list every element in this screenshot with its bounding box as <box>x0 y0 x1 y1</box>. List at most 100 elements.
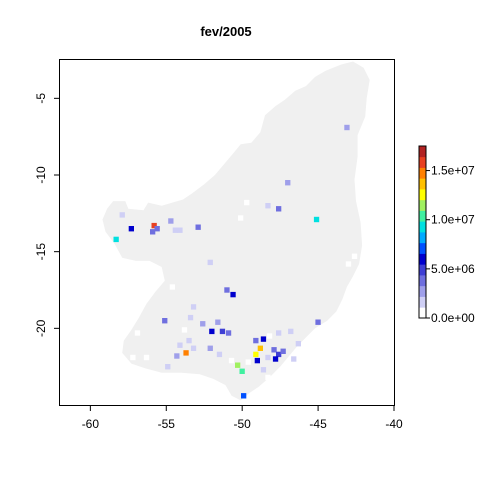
data-cell <box>276 351 282 358</box>
data-cell <box>265 374 271 381</box>
legend-tick-label: 1.5e+07 <box>431 164 475 178</box>
data-cell <box>225 330 232 336</box>
data-cell <box>174 353 180 359</box>
legend-color-step <box>419 275 426 287</box>
region-area <box>102 61 370 401</box>
data-cell <box>288 328 294 335</box>
data-cell <box>186 337 192 344</box>
data-cell <box>143 354 150 361</box>
data-cell <box>285 180 291 186</box>
x-tick-label: -40 <box>385 417 403 431</box>
data-cell <box>165 364 171 370</box>
data-cell <box>345 261 352 267</box>
x-tick-label: -60 <box>82 417 100 431</box>
data-cell <box>238 215 244 221</box>
data-cell <box>207 259 213 266</box>
legend-color-step <box>419 242 426 254</box>
data-cell <box>190 345 197 351</box>
legend-color-step <box>419 210 426 222</box>
data-cell <box>228 357 235 364</box>
data-cell <box>241 393 247 399</box>
data-cell <box>154 226 160 232</box>
data-cell <box>244 199 250 206</box>
legend-color-step <box>419 307 426 319</box>
legend-color-step <box>419 285 426 297</box>
data-cell <box>351 253 358 259</box>
data-cell <box>235 362 241 368</box>
data-cell <box>253 337 259 344</box>
data-cell <box>209 328 215 335</box>
data-cell <box>177 227 183 233</box>
legend-color-step <box>419 296 426 308</box>
data-cell <box>272 356 279 362</box>
legend-tick-label: 1.0e+07 <box>431 213 475 227</box>
legend-color-step <box>419 253 426 265</box>
data-cell <box>291 356 297 362</box>
data-cell <box>265 354 271 361</box>
legend-color-step <box>419 156 426 168</box>
data-cell <box>134 330 141 336</box>
data-cell <box>313 216 320 223</box>
legend-color-step <box>419 167 426 179</box>
data-cell <box>344 124 350 131</box>
legend-color-step <box>419 221 426 233</box>
y-tick-label: -10 <box>34 166 48 184</box>
y-tick-label: -5 <box>34 93 48 104</box>
data-cell <box>280 348 286 354</box>
data-cell <box>276 330 282 336</box>
legend-tick-label: 5.0e+06 <box>431 262 475 276</box>
data-cell <box>128 226 134 232</box>
data-cell <box>181 327 188 333</box>
data-cell <box>216 351 223 358</box>
legend-color-step <box>419 178 426 190</box>
data-cell <box>260 367 267 373</box>
data-cell <box>168 218 174 224</box>
legend-color-step <box>419 232 426 244</box>
data-cell <box>215 319 221 325</box>
data-cell <box>119 212 125 218</box>
x-tick-label: -50 <box>234 417 252 431</box>
data-cell <box>207 345 213 351</box>
data-cell <box>315 319 321 325</box>
region-layer <box>102 61 370 401</box>
data-cell <box>265 203 271 209</box>
data-cell <box>169 284 175 290</box>
legend-color-step <box>419 189 426 201</box>
legend-frame <box>418 145 427 319</box>
data-cell <box>151 222 157 229</box>
data-cell <box>113 236 119 243</box>
data-cell <box>195 224 201 230</box>
legend-color-step <box>419 264 426 276</box>
data-cell <box>130 354 136 361</box>
data-cell <box>295 341 301 347</box>
color-legend: 0.0e+00 5.0e+06 1.0e+07 1.5e+07 <box>418 145 475 325</box>
data-cell <box>260 336 267 342</box>
data-cell <box>172 227 178 233</box>
data-cell <box>257 345 263 351</box>
data-cell <box>200 321 206 327</box>
legend-tick-label: 0.0e+00 <box>431 311 475 325</box>
data-cell <box>190 304 197 310</box>
y-tick-label: -20 <box>34 319 48 337</box>
y-axis: -5 -10 -15 -20 <box>34 93 60 337</box>
data-cell <box>150 229 156 235</box>
data-cell <box>266 333 273 339</box>
data-cell-layer <box>113 124 358 399</box>
data-cell <box>239 368 245 374</box>
x-tick-label: -45 <box>309 417 327 431</box>
data-cell <box>254 357 260 364</box>
data-cell <box>276 206 282 212</box>
data-cell <box>253 351 259 358</box>
data-cell <box>177 342 183 348</box>
data-cell <box>271 347 277 353</box>
y-tick-label: -15 <box>34 243 48 261</box>
data-cell <box>224 287 230 293</box>
chart-title: fev/2005 <box>200 24 251 39</box>
data-cell <box>230 291 236 298</box>
data-cell <box>279 373 285 379</box>
data-cell <box>183 350 189 356</box>
legend-color-step <box>419 199 426 211</box>
x-tick-label: -55 <box>158 417 176 431</box>
data-cell <box>219 328 226 335</box>
